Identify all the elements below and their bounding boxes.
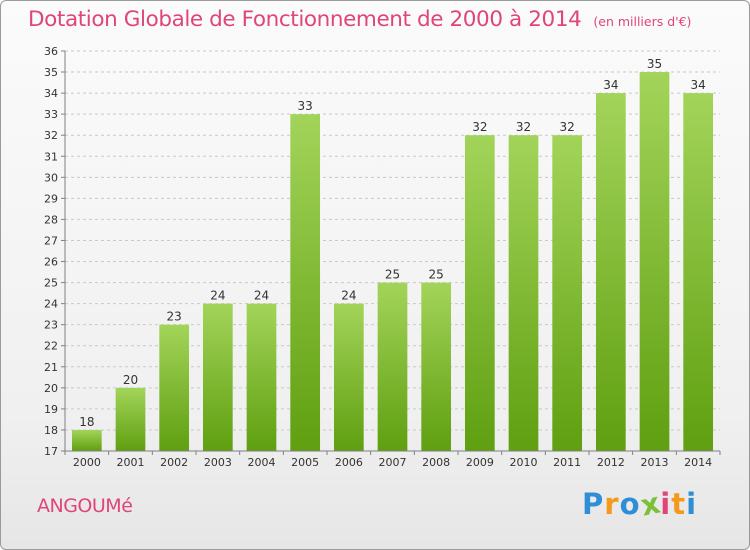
axes: 17 18 19 20 21 22 23 24 25 26 27 28 29 30 31 32 33 34 35 36… <box>44 45 721 469</box>
x-tick-label: 2010 <box>510 456 538 469</box>
x-tick-label: 2011 <box>553 456 581 469</box>
bar <box>202 303 233 451</box>
data-label: 35 <box>647 57 662 71</box>
x-tick-label: 2003 <box>204 456 232 469</box>
x-tick-label: 2006 <box>335 456 363 469</box>
bar <box>246 303 277 451</box>
chart-unit: (en milliers d'€) <box>593 14 692 29</box>
y-tick-label: 19 <box>44 403 58 416</box>
x-tick-label: 2005 <box>291 456 319 469</box>
y-tick-label: 35 <box>44 66 58 79</box>
data-label: 20 <box>123 373 138 387</box>
logo-letter: i <box>686 487 698 521</box>
bar <box>421 282 452 451</box>
bar <box>639 72 670 451</box>
y-tick-label: 26 <box>44 256 58 269</box>
data-label: 32 <box>516 120 531 134</box>
data-label: 32 <box>472 120 487 134</box>
data-label: 25 <box>429 268 444 282</box>
y-tick-label: 23 <box>44 319 58 332</box>
logo-letter: t <box>671 487 687 521</box>
bar <box>595 93 626 452</box>
proxiti-logo: Proxiti <box>582 485 698 522</box>
x-tick-label: 2008 <box>422 456 450 469</box>
y-tick-label: 21 <box>44 361 58 374</box>
y-tick-label: 27 <box>44 234 58 247</box>
bar <box>115 387 146 451</box>
logo-letter: P <box>582 487 605 521</box>
data-label: 32 <box>560 120 575 134</box>
x-tick-label: 2002 <box>160 456 188 469</box>
bar <box>333 303 364 451</box>
data-label: 18 <box>79 415 94 429</box>
logo-letter: i <box>660 487 672 521</box>
y-tick-label: 30 <box>44 171 58 184</box>
data-label: 23 <box>167 310 182 324</box>
data-label: 34 <box>691 78 706 92</box>
data-label: 25 <box>385 268 400 282</box>
y-tick-label: 22 <box>44 340 58 353</box>
bar <box>508 135 539 452</box>
x-tick-label: 2001 <box>117 456 145 469</box>
logo-letter: o <box>619 487 641 521</box>
y-tick-label: 17 <box>44 445 58 458</box>
x-tick-label: 2013 <box>641 456 669 469</box>
data-label: 33 <box>298 99 313 113</box>
data-label: 34 <box>603 78 618 92</box>
city-name: ANGOUMé <box>37 495 133 517</box>
x-tick-label: 2012 <box>597 456 625 469</box>
y-tick-label: 28 <box>44 213 58 226</box>
y-tick-label: 25 <box>44 277 58 290</box>
bar <box>377 282 408 451</box>
bars: 18 20 23 24 24 33 24 25 25 32 32 32 34 35 34 <box>71 57 714 452</box>
chart-title: Dotation Globale de Fonctionnement de 20… <box>28 7 691 32</box>
data-label: 24 <box>341 289 356 303</box>
bar <box>71 429 102 451</box>
y-tick-label: 18 <box>44 424 58 437</box>
x-tick-label: 2000 <box>73 456 101 469</box>
y-tick-label: 24 <box>44 298 58 311</box>
y-tick-label: 20 <box>44 382 58 395</box>
y-tick-label: 32 <box>44 129 58 142</box>
bar <box>159 324 190 451</box>
y-tick-label: 36 <box>44 45 58 58</box>
x-tick-label: 2009 <box>466 456 494 469</box>
chart-title-text: Dotation Globale de Fonctionnement de 20… <box>28 7 582 32</box>
bar <box>552 135 583 452</box>
bar <box>464 135 495 452</box>
data-label: 24 <box>254 289 269 303</box>
y-tick-label: 31 <box>44 150 58 163</box>
bar <box>683 93 714 452</box>
bar <box>290 114 321 451</box>
y-tick-label: 29 <box>44 192 58 205</box>
x-tick-label: 2007 <box>379 456 407 469</box>
x-tick-label: 2004 <box>248 456 276 469</box>
x-tick-label: 2014 <box>684 456 712 469</box>
y-tick-label: 34 <box>44 87 58 100</box>
data-label: 24 <box>210 289 225 303</box>
y-tick-label: 33 <box>44 108 58 121</box>
logo-letter: r <box>604 487 620 521</box>
